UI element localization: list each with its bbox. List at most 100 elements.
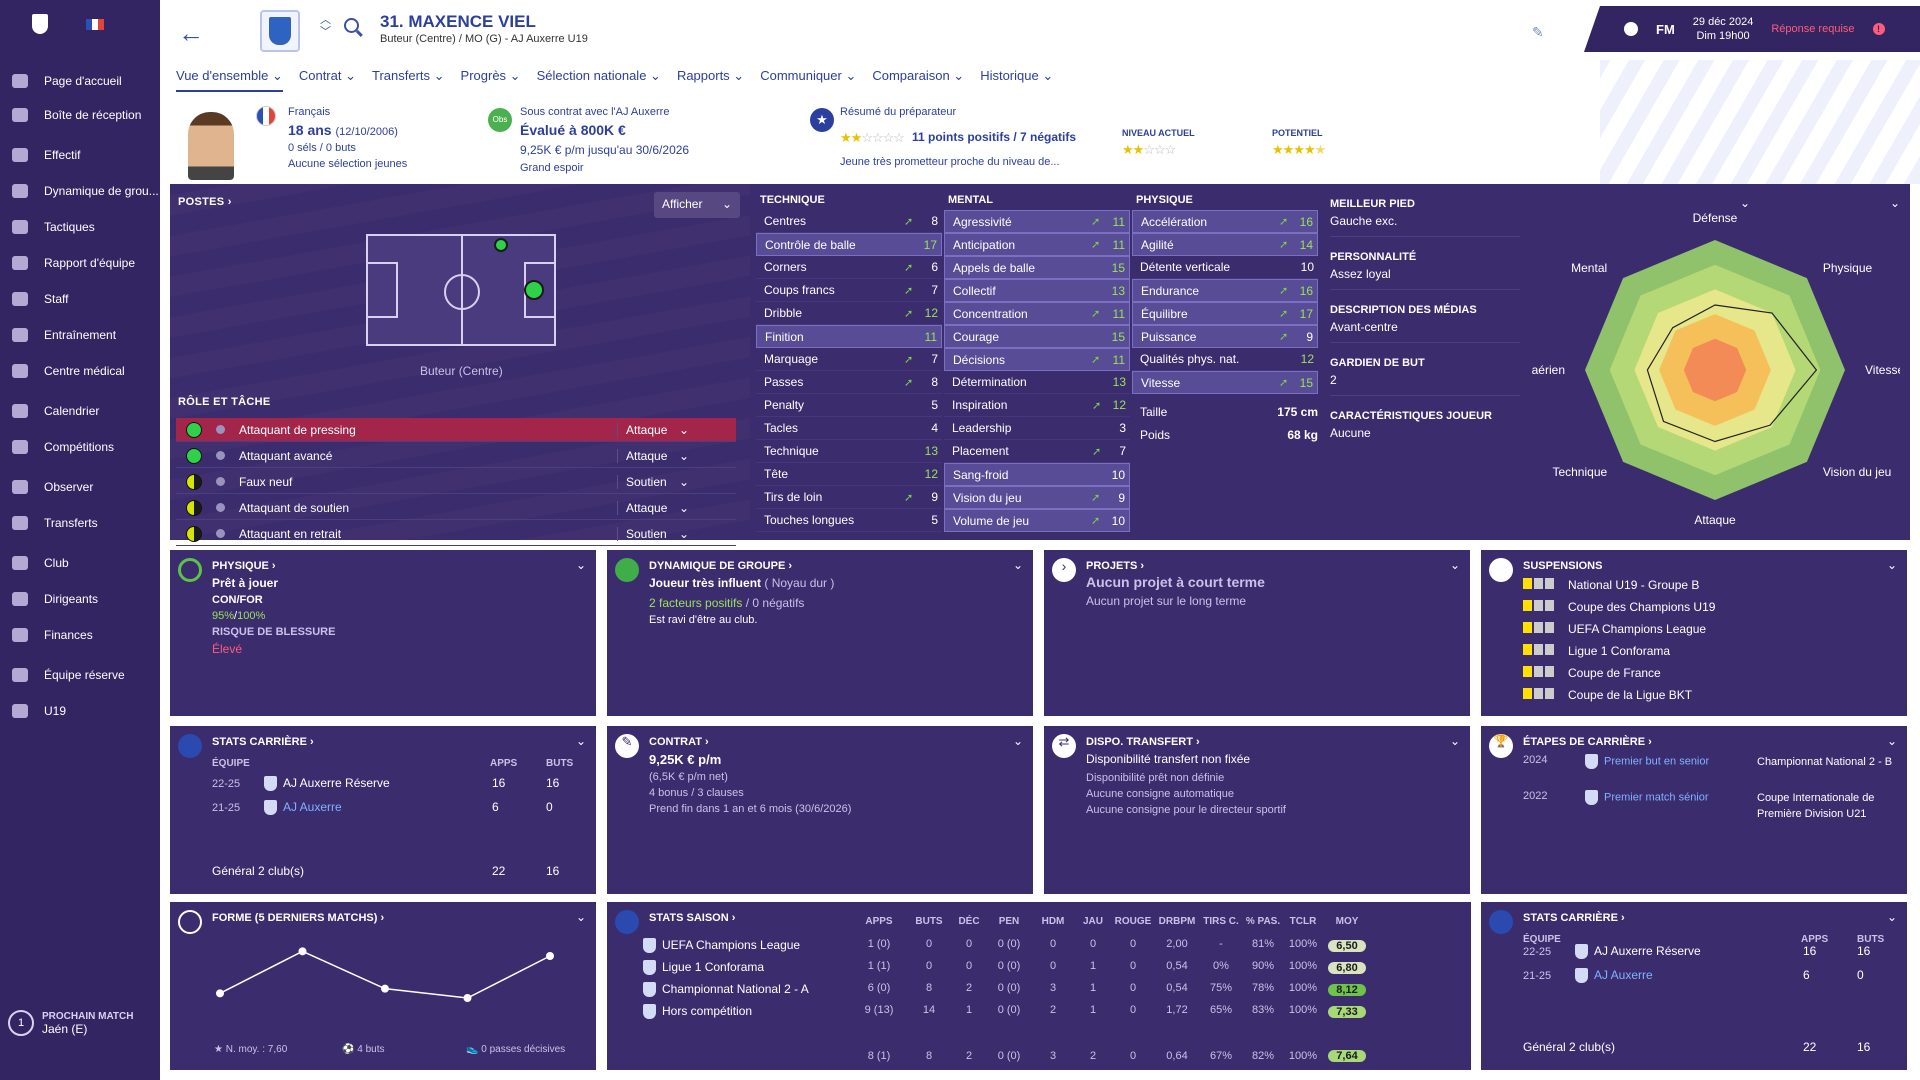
attribute-row[interactable]: Tirs de loin ➚ 9 (756, 486, 942, 509)
attribute-row[interactable]: Équilibre ➚ 17 (1132, 302, 1318, 325)
attribute-row[interactable]: Marquage ➚ 7 (756, 348, 942, 371)
dynamics-title[interactable]: DYNAMIQUE DE GROUPE › (649, 560, 793, 572)
chevron-down-icon[interactable]: ⌄ (1449, 558, 1460, 572)
sidebar-item[interactable]: Compétitions (0, 432, 160, 462)
attribute-row[interactable]: Puissance ➚ 9 (1132, 325, 1318, 348)
chevron-down-icon[interactable]: ⌄ (1886, 910, 1897, 924)
attribute-row[interactable]: Volume de jeu ➚ 10 (944, 509, 1130, 532)
sidebar-item[interactable]: Entraînement (0, 320, 160, 350)
chevron-down-icon[interactable]: ⌄ (575, 910, 586, 924)
milestone-competition[interactable]: Championnat National 2 - B (1757, 756, 1893, 768)
attribute-row[interactable]: Tacles 4 (756, 417, 942, 440)
tab[interactable]: Comparaison ⌄ (872, 68, 965, 83)
season-col-header[interactable]: HDM (1041, 916, 1065, 927)
attribute-row[interactable]: Technique 13 (756, 440, 942, 463)
attribute-row[interactable]: Tête 12 (756, 463, 942, 486)
sidebar-item[interactable]: Dirigeants (0, 584, 160, 614)
info-icon[interactable] (216, 529, 225, 538)
season-col-header[interactable]: DÉC (958, 916, 980, 927)
season-col-header[interactable]: BUTS (915, 916, 943, 927)
sidebar-item[interactable]: U19 (0, 696, 160, 726)
attribute-row[interactable]: Leadership 3 (944, 417, 1130, 440)
attribute-row[interactable]: Qualités phys. nat. 12 (1132, 348, 1318, 371)
player-subtitle[interactable]: Buteur (Centre) / MO (G) - AJ Auxerre U1… (380, 33, 588, 45)
duty-dropdown[interactable]: Attaque ⌄ (617, 448, 697, 463)
attribute-row[interactable]: Concentration ➚ 11 (944, 302, 1130, 325)
career-team[interactable]: AJ Auxerre (264, 800, 342, 816)
duty-dropdown[interactable]: Soutien ⌄ (617, 474, 697, 489)
role-row[interactable]: Attaquant avancé Attaque ⌄ (176, 444, 736, 468)
career-team[interactable]: AJ Auxerre (1575, 968, 1653, 984)
form-point[interactable] (463, 994, 472, 1002)
attribute-row[interactable]: Penalty 5 (756, 394, 942, 417)
sidebar-item[interactable]: Boîte de réception (0, 100, 160, 130)
attribute-row[interactable]: Courage 15 (944, 325, 1130, 348)
season-competition[interactable]: Championnat National 2 - A (643, 982, 809, 998)
role-row[interactable]: Attaquant de pressing Attaque ⌄ (176, 418, 736, 442)
attribute-row[interactable]: Agressivité ➚ 11 (944, 210, 1130, 233)
sidebar-item[interactable]: Centre médical (0, 356, 160, 386)
attribute-row[interactable]: Contrôle de balle 17 (756, 233, 942, 256)
contract-club[interactable]: Sous contrat avec l'AJ Auxerre (520, 106, 670, 118)
career-team[interactable]: AJ Auxerre Réserve (1575, 944, 1701, 960)
milestone-event[interactable]: Premier but en senior (1585, 754, 1709, 769)
chevron-down-icon[interactable]: ⌄ (1739, 196, 1750, 210)
attribute-row[interactable]: Agilité ➚ 14 (1132, 233, 1318, 256)
attribute-row[interactable]: Coups francs ➚ 7 (756, 279, 942, 302)
tab[interactable]: Progrès ⌄ (460, 68, 521, 83)
next-match[interactable]: 1 PROCHAIN MATCH Jaén (E) (8, 1010, 133, 1036)
season-col-header[interactable]: PEN (998, 916, 1020, 927)
season-col-header[interactable]: TIRS C. (1203, 916, 1239, 927)
prev-next-icon[interactable]: ︿ ﹀ (320, 14, 331, 38)
attribute-row[interactable]: Détente verticale 10 (1132, 256, 1318, 279)
tab[interactable]: Communiquer ⌄ (760, 68, 857, 83)
form-title[interactable]: FORME (5 DERNIERS MATCHS) › (212, 912, 385, 924)
attribute-row[interactable]: Vitesse ➚ 15 (1132, 371, 1318, 394)
tab[interactable]: Historique ⌄ (980, 68, 1054, 83)
physique-title[interactable]: PHYSIQUE › (212, 560, 276, 572)
career-title[interactable]: STATS CARRIÈRE › (212, 736, 314, 748)
projects-title[interactable]: PROJETS › (1086, 560, 1145, 572)
france-flag-icon[interactable] (86, 18, 104, 30)
tab[interactable]: Rapports ⌄ (676, 68, 745, 83)
attribute-row[interactable]: Détermination 13 (944, 371, 1130, 394)
contract-title[interactable]: CONTRAT › (649, 736, 709, 748)
season-competition[interactable]: UEFA Champions League (643, 938, 800, 954)
chevron-down-icon[interactable]: ⌄ (1012, 734, 1023, 748)
attribute-row[interactable]: Touches longues 5 (756, 509, 942, 532)
chevron-down-icon[interactable]: ⌄ (575, 734, 586, 748)
sidebar-item[interactable]: Tactiques (0, 212, 160, 242)
attribute-row[interactable]: Sang-froid 10 (944, 463, 1130, 486)
attribute-row[interactable]: Collectif 13 (944, 279, 1130, 302)
positions-title[interactable]: POSTES › (178, 196, 232, 208)
tab[interactable]: Vue d'ensemble ⌄ (176, 68, 283, 92)
attribute-row[interactable]: Placement ➚ 7 (944, 440, 1130, 463)
sidebar-item[interactable]: Page d'accueil (0, 66, 160, 96)
season-col-header[interactable]: % PAS. (1245, 916, 1281, 927)
role-row[interactable]: Faux neuf Soutien ⌄ (176, 470, 736, 494)
sidebar-item[interactable]: Calendrier (0, 396, 160, 426)
chevron-down-icon[interactable]: ⌄ (1886, 734, 1897, 748)
form-point[interactable] (546, 952, 554, 960)
milestones-title[interactable]: ÉTAPES DE CARRIÈRE › (1523, 736, 1652, 748)
attribute-row[interactable]: Corners ➚ 6 (756, 256, 942, 279)
attribute-row[interactable]: Finition 11 (756, 325, 942, 348)
attribute-row[interactable]: Vision du jeu ➚ 9 (944, 486, 1130, 509)
sidebar-item[interactable]: Dynamique de grou... (0, 176, 160, 206)
attribute-row[interactable]: Endurance ➚ 16 (1132, 279, 1318, 302)
back-arrow-icon[interactable]: ← (178, 18, 204, 48)
chevron-down-icon[interactable]: ⌄ (1449, 734, 1460, 748)
season-competition[interactable]: Ligue 1 Conforama (643, 960, 764, 976)
chevron-down-icon[interactable]: ⌄ (1886, 558, 1897, 572)
career-team[interactable]: AJ Auxerre Réserve (264, 776, 390, 792)
sidebar-item[interactable]: Observer (0, 472, 160, 502)
attribute-row[interactable]: Inspiration ➚ 12 (944, 394, 1130, 417)
attribute-row[interactable]: Centres ➚ 8 (756, 210, 942, 233)
role-row[interactable]: Attaquant en retrait Soutien ⌄ (176, 522, 736, 546)
form-point[interactable] (216, 989, 224, 998)
ball-icon[interactable] (1624, 22, 1638, 36)
sidebar-item[interactable]: Effectif (0, 140, 160, 170)
coach-summary-title[interactable]: Résumé du préparateur (840, 106, 957, 118)
attribute-row[interactable]: Décisions ➚ 11 (944, 348, 1130, 371)
info-icon[interactable] (216, 477, 225, 486)
